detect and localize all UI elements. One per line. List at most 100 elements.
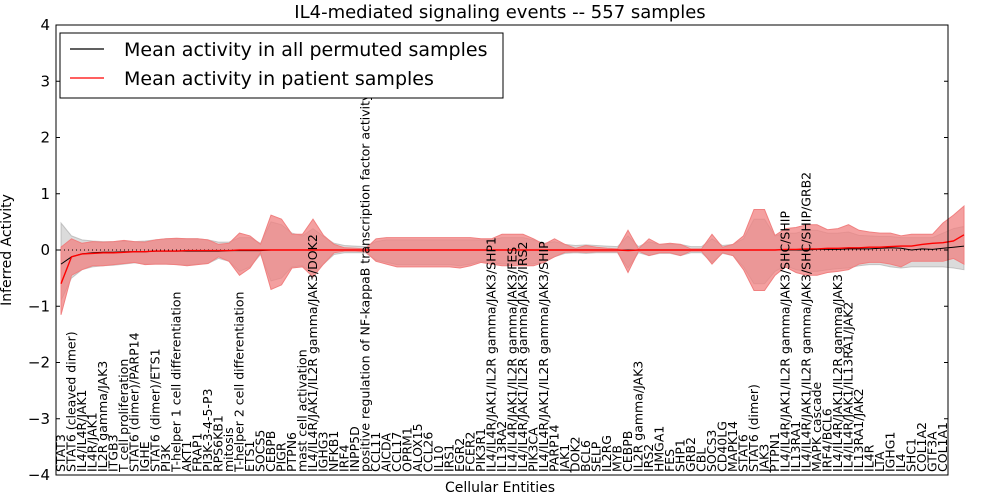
entity-label: IRF4/BCL6 <box>820 408 835 472</box>
entity-label: ETS1 <box>242 441 257 472</box>
entity-label: STAT6 <box>736 434 751 472</box>
entity-label: IL4/IL4R/JAK1/IL2R gamma/JAK3/FES <box>505 247 520 472</box>
entity-label: CCL17 <box>389 432 404 472</box>
entity-label: LTA <box>872 451 887 472</box>
entity-label: OPRM1 <box>400 427 415 472</box>
entity-label: IL2R gamma/JAK3 <box>95 361 110 472</box>
entity-label: IGHG3 <box>316 432 331 472</box>
entity-label: EGR2 <box>452 438 467 472</box>
entity-label: IL4/IL4R/JAK1/IL2R gamma/JAK3/SHC/SHIP <box>778 211 793 472</box>
y-tick-label: 4 <box>40 16 50 34</box>
entity-label: SOCS5 <box>253 430 268 472</box>
entity-label: IL10 <box>431 445 446 472</box>
entity-label: STAT3 <box>53 434 68 472</box>
entity-label: IRS2 <box>641 444 656 472</box>
entity-label: AICDA <box>379 433 394 472</box>
entity-label: IL4/IL4R/JAK1/IL2R gamma/JAK3/SHP1 <box>484 237 499 472</box>
entity-label: mitosis <box>221 427 236 472</box>
entity-label: PTPN1 <box>767 432 782 472</box>
entity-label: JAK1 <box>557 444 572 473</box>
entity-label: GTF3A <box>925 431 940 472</box>
entity-label: PI3K-3-4-5-P3 <box>200 389 215 472</box>
entity-label: MYB <box>610 445 625 472</box>
entity-label: GRB2 <box>683 437 698 472</box>
legend-box <box>59 32 504 99</box>
entity-label: IL4/IL4R/JAK1/IL2R gamma/JAK3/IRS2 <box>515 242 530 472</box>
entity-label: IL4/IL4R/JAK1/IL2R gamma/JAK3/SHIP <box>536 241 551 472</box>
legend-label-patient: Mean activity in patient samples <box>124 68 434 90</box>
y-tick-label: −1 <box>28 297 50 315</box>
entity-label: SHP1 <box>673 439 688 472</box>
patient-mean-line <box>60 234 965 285</box>
entity-label: IL4/IL4R/JAK1/IL2R gamma/JAK3 <box>830 274 845 472</box>
entity-label: CEBPB <box>263 431 278 472</box>
entity-label: FRAP1 <box>190 433 205 472</box>
confidence-bands <box>60 205 965 315</box>
entity-label: T cell proliferation <box>116 359 131 473</box>
entity-label: PIK3CA <box>526 427 541 472</box>
entity-label: SELP <box>589 441 604 472</box>
entity-label: NFKB1 <box>326 431 341 472</box>
entity-label: PTPN6 <box>284 432 299 472</box>
y-tick-label: 1 <box>40 185 50 203</box>
entity-label: HMGA1 <box>652 426 667 472</box>
y-axis-title: Inferred Activity <box>0 194 15 306</box>
entity-label: CBL <box>694 448 709 472</box>
entity-label: IRS1 <box>442 444 457 472</box>
entity-label: CD40LG <box>715 421 730 472</box>
entity-label: IL2R gamma/JAK3 <box>631 361 646 472</box>
entity-label: IL4R <box>862 444 877 472</box>
entity-label: IL4 <box>893 453 908 472</box>
entity-label: CCL26 <box>421 432 436 472</box>
entity-label: IL4/IL4R/JAK1 <box>74 390 89 472</box>
y-tick-label: 3 <box>40 72 50 90</box>
entity-label: PARP14 <box>547 425 562 472</box>
entity-label: PI3K <box>158 444 173 472</box>
y-tick-label: −3 <box>28 410 50 428</box>
entity-label: STAT6 (cleaved dimer) <box>64 331 79 472</box>
x-axis-title: Cellular Entities <box>445 480 555 496</box>
entity-label: IL4/IL4R/JAK1/IL13RA1/JAK2 <box>841 302 856 472</box>
entity-label: mast cell activation <box>295 349 310 472</box>
y-tick-label: −2 <box>28 354 50 372</box>
legend: Mean activity in all permuted samples Me… <box>59 32 504 99</box>
entity-label: IGHG1 <box>883 432 898 472</box>
entity-label: COL1A2 <box>914 422 929 472</box>
entity-label: IL4/IL4R/JAK1/IL2R gamma/JAK3/DOK2 <box>305 234 320 472</box>
y-tick-label: 0 <box>40 241 50 259</box>
entity-label: CCL11 <box>368 432 383 472</box>
patient-confidence-band <box>60 205 965 315</box>
y-axis: 4 3 2 1 0 −1 −2 −3 −4 <box>28 16 948 484</box>
entity-label: RPS6KB1 <box>211 415 226 472</box>
entity-label: SOCS3 <box>704 430 719 472</box>
series-lines <box>60 234 965 285</box>
entity-label: CEBPB <box>620 431 635 472</box>
entity-label: T-helper 2 cell differentiation <box>232 292 247 473</box>
chart-title: IL4-mediated signaling events -- 557 sam… <box>294 2 705 23</box>
entity-label: BCL6 <box>578 440 593 472</box>
y-tick-label: 2 <box>40 129 50 147</box>
entity-label: MAPK cascade <box>809 381 824 472</box>
entity-label: FCER2 <box>463 432 478 472</box>
entity-label: FES <box>662 449 677 472</box>
entity-label: STAT6 (dimer)/ETS1 <box>148 348 163 472</box>
entity-label: ITGB3 <box>106 434 121 472</box>
entity-label: DOK2 <box>568 436 583 472</box>
y-tick-label: −4 <box>28 466 50 484</box>
entity-label: ALOX15 <box>410 423 425 472</box>
entity-label: T-helper 1 cell differentiation <box>169 292 184 473</box>
entity-label: COL1A1 <box>935 422 950 472</box>
entity-label: IL4/IL4R/JAK1/IL2R gamma/JAK3/SHC/SHIP/G… <box>799 172 814 472</box>
entity-label: PIGR <box>274 442 289 472</box>
entity-label: IRF4 <box>337 444 352 472</box>
entity-label: PIK3R1 <box>473 428 488 472</box>
entity-label: IL13RA2 <box>494 421 509 472</box>
entity-label: SHC1 <box>904 438 919 472</box>
entity-label: IL4R/JAK1 <box>85 412 100 472</box>
entity-label: positive regulation of NF-kappaB transcr… <box>358 93 373 472</box>
entity-label: IL2RG <box>599 435 614 472</box>
entity-label: STAT6 (dimer)/PARP14 <box>127 332 142 472</box>
